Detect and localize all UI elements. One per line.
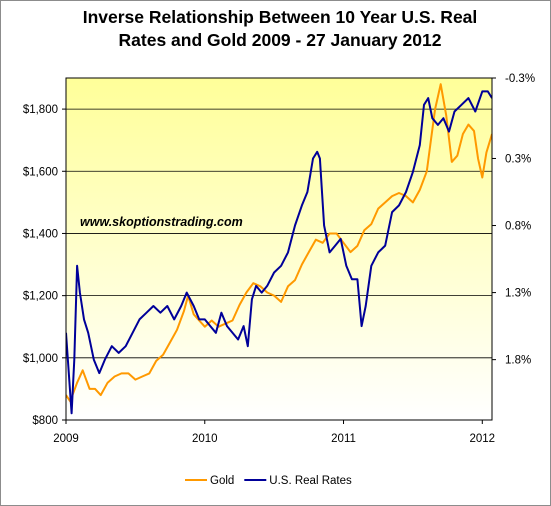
left-tick-label: $1,800 bbox=[23, 104, 58, 116]
right-tick-label: 0.8% bbox=[505, 221, 531, 233]
x-tick-label: 2012 bbox=[469, 433, 495, 445]
chart-title-line2: Rates and Gold 2009 - 27 January 2012 bbox=[118, 30, 442, 50]
plot-border bbox=[65, 77, 493, 421]
u-s-real-rates-line bbox=[66, 90, 492, 415]
right-tick-label: 1.8% bbox=[505, 355, 531, 367]
x-axis: 2009 2010 2011 2012 bbox=[53, 420, 495, 445]
gridlines bbox=[66, 108, 492, 359]
legend-label-gold: Gold bbox=[210, 475, 234, 487]
right-tick-label: -0.3% bbox=[505, 73, 535, 85]
chart-title: Inverse Relationship Between 10 Year U.S… bbox=[40, 6, 520, 52]
series-group bbox=[66, 83, 492, 415]
x-tick-label: 2011 bbox=[331, 433, 356, 445]
left-tick-label: $1,600 bbox=[23, 166, 58, 178]
legend: Gold U.S. Real Rates bbox=[185, 475, 352, 487]
x-tick-label: 2009 bbox=[53, 433, 79, 445]
right-tick-label: 1.3% bbox=[505, 288, 531, 300]
right-axis: -0.3% 0.3% 0.8% 1.3% 1.8% bbox=[492, 73, 535, 367]
left-tick-label: $1,200 bbox=[23, 291, 58, 303]
left-axis: $800 $1,000 $1,200 $1,400 $1,600 $1,800 bbox=[23, 104, 66, 427]
left-tick-label: $800 bbox=[32, 415, 58, 427]
chart-annotation: www.skoptionstrading.com bbox=[80, 215, 243, 229]
plot-area bbox=[66, 78, 492, 420]
left-tick-label: $1,400 bbox=[23, 228, 58, 240]
left-tick-label: $1,000 bbox=[23, 353, 58, 365]
x-tick-label: 2010 bbox=[192, 433, 218, 445]
chart-title-line1: Inverse Relationship Between 10 Year U.S… bbox=[82, 7, 478, 27]
right-tick-label: 0.3% bbox=[505, 153, 531, 165]
gold-line bbox=[66, 83, 492, 403]
legend-label-u-s-real-rates: U.S. Real Rates bbox=[269, 475, 352, 487]
